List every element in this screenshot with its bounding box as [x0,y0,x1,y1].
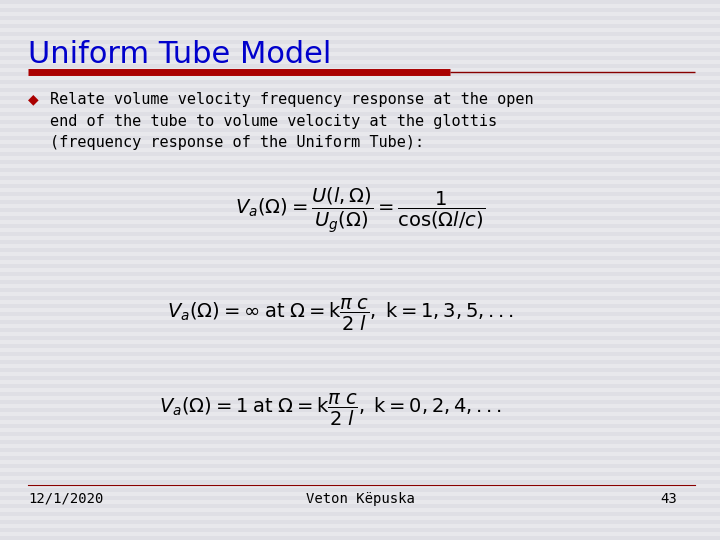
Bar [0,176,720,180]
Bar [0,520,720,524]
Bar [0,392,720,396]
Bar [0,320,720,324]
Bar [0,504,720,508]
Bar [0,72,720,76]
Bar [0,384,720,388]
Bar [0,432,720,436]
Bar [0,208,720,212]
Bar [0,480,720,484]
Bar [0,224,720,228]
Bar [0,216,720,220]
Bar [0,184,720,188]
Bar [0,328,720,332]
Bar [0,312,720,316]
Bar [0,112,720,116]
Bar [0,232,720,236]
Text: Relate volume velocity frequency response at the open
end of the tube to volume : Relate volume velocity frequency respons… [50,92,534,150]
Text: $V_a(\Omega)= \infty \; \mathrm{at}\; \Omega = \mathrm{k}\dfrac{\pi \; c}{2 \; l: $V_a(\Omega)= \infty \; \mathrm{at}\; \O… [166,297,513,333]
Bar [0,104,720,108]
Bar [0,168,720,172]
Bar [0,344,720,348]
Bar [0,360,720,364]
Bar [0,56,720,60]
Bar [0,368,720,372]
Text: 12/1/2020: 12/1/2020 [28,492,104,506]
Bar [0,288,720,292]
Bar [0,448,720,452]
Bar [0,464,720,468]
Bar [0,296,720,300]
Bar [0,136,720,140]
Bar [0,40,720,44]
Text: $V_a(\Omega)=\dfrac{U(l,\Omega)}{U_g(\Omega)} = \dfrac{1}{\cos(\Omega l/c)}$: $V_a(\Omega)=\dfrac{U(l,\Omega)}{U_g(\Om… [235,185,485,235]
Bar [0,536,720,540]
Bar [0,200,720,204]
Bar [0,336,720,340]
Bar [0,32,720,36]
Bar [0,304,720,308]
Bar [0,24,720,28]
Bar [0,152,720,156]
Bar [0,160,720,164]
Bar [0,456,720,460]
Text: 43: 43 [660,492,677,506]
Bar [0,256,720,260]
Bar [0,120,720,124]
Bar [0,512,720,516]
Bar [0,192,720,196]
Bar [0,528,720,532]
Bar [0,280,720,284]
Bar [0,128,720,132]
Bar [0,16,720,20]
Bar [0,144,720,148]
Bar [0,424,720,428]
Bar [0,416,720,420]
Bar [0,48,720,52]
Bar [0,0,720,4]
Bar [0,408,720,412]
Bar [0,80,720,84]
Bar [0,376,720,380]
Bar [0,248,720,252]
Bar [0,64,720,68]
Text: ◆: ◆ [28,92,39,106]
Text: Veton Këpuska: Veton Këpuska [305,492,415,506]
Bar [0,240,720,244]
Bar [0,440,720,444]
Text: $V_a(\Omega)= 1 \; \mathrm{at}\; \Omega = \mathrm{k}\dfrac{\pi \; c}{2 \; l},\; : $V_a(\Omega)= 1 \; \mathrm{at}\; \Omega … [158,392,502,428]
Bar [0,272,720,276]
Bar [0,496,720,500]
Bar [0,472,720,476]
Text: Uniform Tube Model: Uniform Tube Model [28,40,331,69]
Bar [0,488,720,492]
Bar [0,8,720,12]
Bar [0,88,720,92]
Bar [0,352,720,356]
Bar [0,96,720,100]
Bar [0,400,720,404]
Bar [0,264,720,268]
